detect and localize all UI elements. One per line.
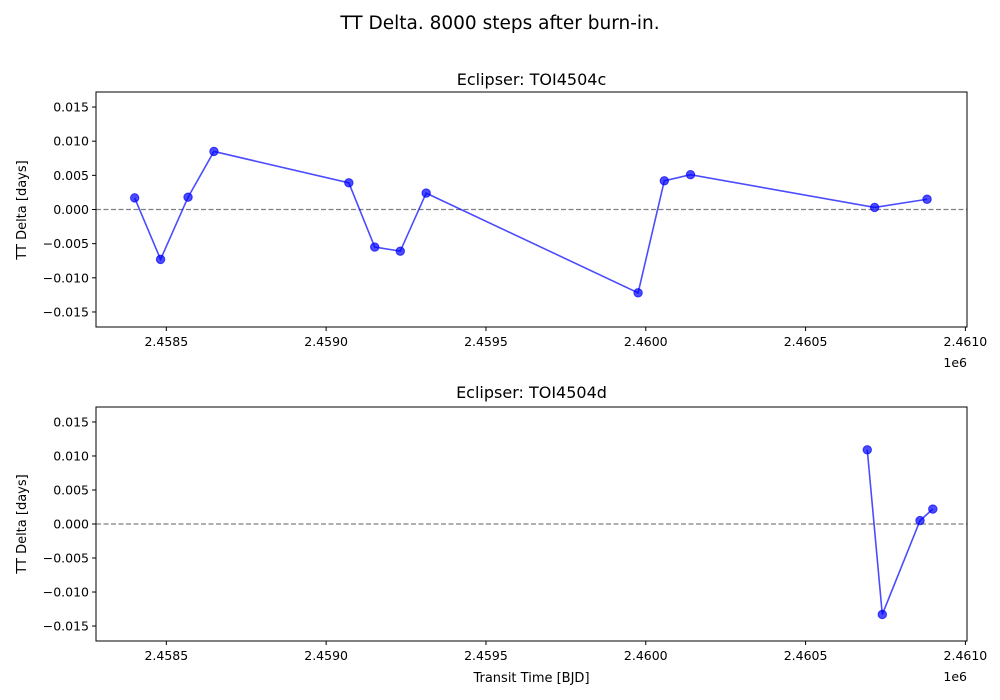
data-point (155, 254, 166, 265)
x-tick-label: 2.4610 (944, 334, 988, 349)
x-tick-label: 2.4585 (144, 648, 188, 663)
y-tick-label: 0.005 (53, 168, 89, 183)
data-point (685, 169, 696, 180)
chart-panel-toi4504c: Eclipser: TOI4504c TT Delta [days] 1e6 −… (15, 70, 987, 370)
data-point (928, 504, 938, 514)
x-tick-label: 2.4605 (784, 648, 828, 663)
data-point (129, 193, 140, 203)
data-point (915, 515, 925, 526)
panel-title: Eclipser: TOI4504c (457, 70, 607, 89)
data-point (862, 445, 872, 455)
y-tick-label: 0.000 (53, 202, 89, 217)
y-tick-label: 0.015 (53, 100, 89, 115)
panel-title: Eclipser: TOI4504d (456, 383, 607, 402)
data-point (421, 188, 431, 198)
x-tick-label: 2.4595 (464, 648, 508, 663)
x-tick-label: 2.4590 (304, 334, 348, 349)
data-point (209, 146, 219, 157)
data-point (877, 609, 887, 620)
y-tick-label: 0.010 (53, 134, 89, 149)
y-axis-label: TT Delta [days] (15, 474, 30, 574)
series-line (866, 449, 934, 615)
data-point (395, 246, 405, 256)
x-offset-label: 1e6 (943, 669, 967, 684)
y-tick-label: −0.010 (43, 270, 89, 285)
y-tick-label: −0.010 (43, 585, 89, 600)
x-tick-label: 2.4600 (624, 334, 668, 349)
y-tick-label: 0.010 (53, 448, 89, 463)
x-offset-label: 1e6 (943, 355, 967, 370)
y-tick-label: −0.005 (43, 236, 89, 251)
data-point (344, 178, 354, 188)
chart-panel-toi4504d: Eclipser: TOI4504d TT Delta [days] Trans… (15, 383, 987, 686)
x-tick-label: 2.4610 (944, 648, 988, 663)
y-tick-label: −0.015 (43, 619, 89, 634)
data-point (370, 242, 380, 252)
y-tick-label: −0.015 (43, 304, 89, 319)
data-point (633, 288, 643, 298)
data-point (922, 194, 932, 204)
x-tick-label: 2.4585 (144, 334, 188, 349)
data-point (183, 192, 193, 202)
x-tick-label: 2.4590 (304, 648, 348, 663)
data-point (869, 202, 880, 213)
x-tick-label: 2.4595 (464, 334, 508, 349)
y-tick-label: 0.015 (53, 414, 89, 429)
figure-title: TT Delta. 8000 steps after burn-in. (339, 13, 659, 34)
y-axis-label: TT Delta [days] (15, 160, 30, 260)
x-axis-label: Transit Time [BJD] (472, 671, 589, 686)
x-tick-label: 2.4605 (784, 334, 828, 349)
y-tick-label: 0.000 (53, 517, 89, 532)
y-tick-label: −0.005 (43, 551, 89, 566)
x-tick-label: 2.4600 (624, 648, 668, 663)
y-tick-label: 0.005 (53, 482, 89, 497)
data-point (659, 176, 670, 186)
